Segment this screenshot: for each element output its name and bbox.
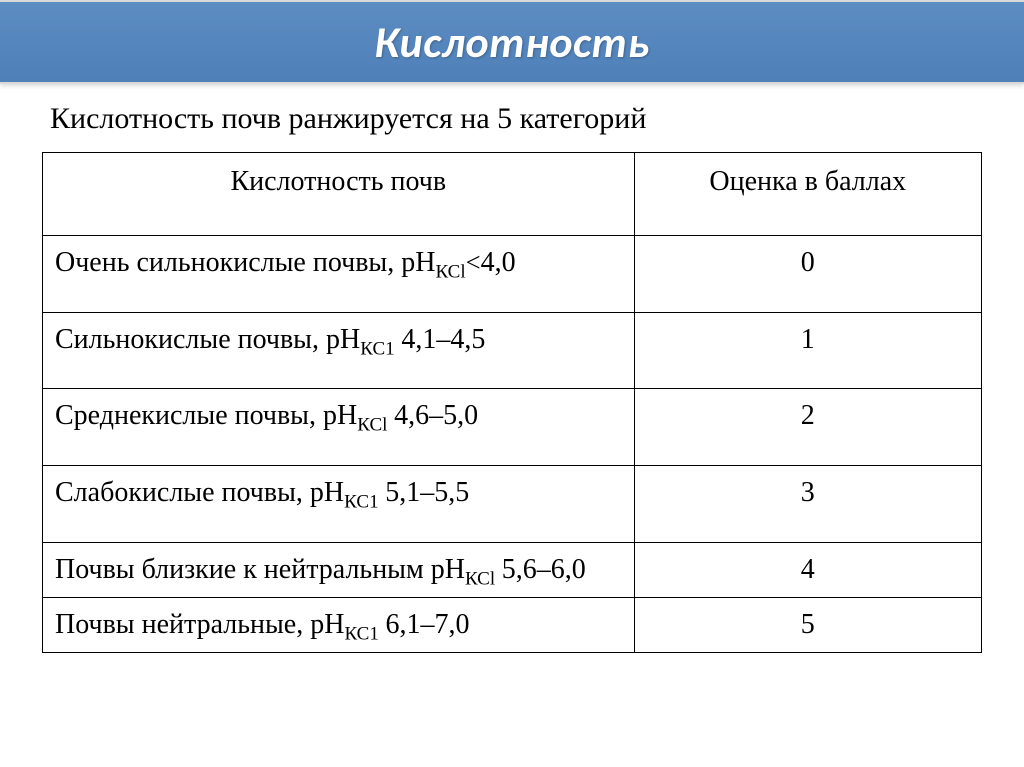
table-row: Почвы нейтральные, рНКС1 6,1–7,05 <box>43 597 982 652</box>
table-row: Слабокислые почвы, рНКС1 5,1–5,53 <box>43 466 982 543</box>
ph-range: 4,1–4,5 <box>401 324 485 355</box>
separator <box>379 609 386 639</box>
ph-range: 4,0 <box>481 247 516 278</box>
cell-category: Почвы нейтральные, рНКС1 6,1–7,0 <box>43 597 635 652</box>
cell-category: Очень сильнокислые почвы, рНКСl<4,0 <box>43 235 635 312</box>
table-row: Почвы близкие к нейтральным рНКСl 5,6–6,… <box>43 542 982 597</box>
ph-subscript: КС1 <box>360 338 394 359</box>
category-prefix: Почвы нейтральные, рН <box>55 609 344 640</box>
category-prefix: Слабокислые почвы, рН <box>55 477 344 508</box>
table-row: Среднекислые почвы, рНКСl 4,6–5,02 <box>43 389 982 466</box>
acidity-table: Кислотность почв Оценка в баллах Очень с… <box>42 152 982 653</box>
table-row: Сильнокислые почвы, рНКС1 4,1–4,51 <box>43 312 982 389</box>
ph-subscript: КС1 <box>344 623 378 644</box>
table-row: Очень сильнокислые почвы, рНКСl<4,00 <box>43 235 982 312</box>
cell-score: 4 <box>634 542 981 597</box>
ph-subscript: КСl <box>465 569 495 590</box>
ph-range: 4,6–5,0 <box>394 400 478 431</box>
ph-range: 6,1–7,0 <box>386 609 470 640</box>
category-prefix: Сильнокислые почвы, рН <box>55 324 360 355</box>
slide-root: Кислотность Кислотность почв ранжируется… <box>0 0 1024 767</box>
header-col-a: Кислотность почв <box>43 153 635 236</box>
separator: < <box>466 247 481 277</box>
category-prefix: Очень сильнокислые почвы, рН <box>55 247 435 278</box>
ph-subscript: КСl <box>435 261 465 282</box>
cell-score: 5 <box>634 597 981 652</box>
cell-score: 0 <box>634 235 981 312</box>
ph-subscript: КСl <box>357 415 387 436</box>
ph-subscript: КС1 <box>344 492 378 513</box>
separator <box>495 554 502 584</box>
cell-category: Среднекислые почвы, рНКСl 4,6–5,0 <box>43 389 635 466</box>
header-col-b: Оценка в баллах <box>634 153 981 236</box>
cell-score: 1 <box>634 312 981 389</box>
title-bar: Кислотность <box>0 0 1024 84</box>
cell-category: Слабокислые почвы, рНКС1 5,1–5,5 <box>43 466 635 543</box>
cell-score: 3 <box>634 466 981 543</box>
slide-title: Кислотность <box>374 20 649 64</box>
table-body: Очень сильнокислые почвы, рНКСl<4,00Силь… <box>43 235 982 652</box>
cell-category: Почвы близкие к нейтральным рНКСl 5,6–6,… <box>43 542 635 597</box>
intro-text: Кислотность почв ранжируется на 5 катего… <box>42 102 982 136</box>
table-header-row: Кислотность почв Оценка в баллах <box>43 153 982 236</box>
slide-body: Кислотность почв ранжируется на 5 катего… <box>0 84 1024 653</box>
category-prefix: Почвы близкие к нейтральным рН <box>55 554 465 585</box>
cell-category: Сильнокислые почвы, рНКС1 4,1–4,5 <box>43 312 635 389</box>
category-prefix: Среднекислые почвы, рН <box>55 400 357 431</box>
ph-range: 5,1–5,5 <box>385 477 469 508</box>
cell-score: 2 <box>634 389 981 466</box>
ph-range: 5,6–6,0 <box>502 554 586 585</box>
